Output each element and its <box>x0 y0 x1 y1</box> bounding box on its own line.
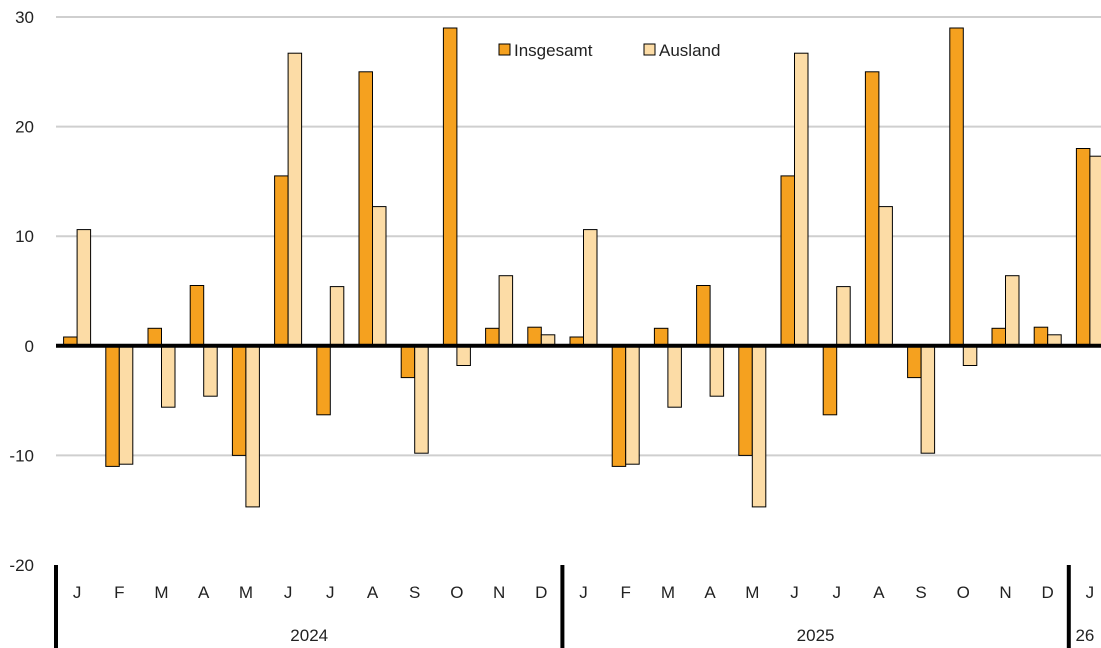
bar-insgesamt <box>907 345 922 379</box>
y-tick-label: -20 <box>9 556 34 575</box>
x-tick-label: J <box>579 583 588 602</box>
x-group-label: 26 <box>1075 626 1094 645</box>
bar-ausland <box>118 345 134 465</box>
y-tick-label: 0 <box>25 337 34 356</box>
bar-ausland <box>667 345 682 408</box>
x-tick-label: N <box>493 583 505 602</box>
bar-insgesamt <box>274 175 289 347</box>
bar-insgesamt <box>1033 326 1049 347</box>
x-tick-label: M <box>661 583 675 602</box>
gridlines <box>56 16 1101 457</box>
bar-ausland <box>1089 155 1101 347</box>
bar-insgesamt <box>147 327 162 347</box>
bar-insgesamt <box>949 27 964 347</box>
bar-insgesamt <box>780 175 795 347</box>
bar-ausland <box>583 229 598 347</box>
x-tick-label: O <box>957 583 970 602</box>
bar-ausland <box>751 345 767 508</box>
x-tick-label: D <box>535 583 547 602</box>
bar-ausland <box>329 286 345 347</box>
x-tick-label: M <box>154 583 168 602</box>
legend-swatch-ausland <box>643 43 656 56</box>
bar-insgesamt <box>485 327 500 347</box>
x-tick-label: D <box>1042 583 1054 602</box>
y-axis-ticks: 30 20 10 0 -10 -20 <box>9 8 34 575</box>
y-tick-label: 30 <box>15 8 34 27</box>
x-tick-label: S <box>915 583 926 602</box>
bar-insgesamt <box>231 345 247 456</box>
x-axis: J F M A M J J A S O N D J F M A M J J A S O N D J 2024 2025 26 <box>54 565 1095 648</box>
x-tick-label: A <box>704 583 716 602</box>
bar-insgesamt <box>653 327 669 347</box>
bar-insgesamt <box>358 71 373 347</box>
bar-insgesamt <box>991 327 1006 347</box>
x-tick-label: J <box>284 583 293 602</box>
bar-insgesamt <box>527 326 542 347</box>
bar-ausland <box>498 275 514 347</box>
bar-ausland <box>76 229 92 347</box>
x-tick-label: A <box>367 583 379 602</box>
y-tick-label: 20 <box>15 118 34 137</box>
x-tick-label: J <box>832 583 841 602</box>
x-group-label: 2025 <box>797 626 835 645</box>
bar-insgesamt <box>738 345 753 456</box>
bar-insgesamt <box>105 345 120 467</box>
x-tick-label: A <box>873 583 885 602</box>
bar-ausland <box>456 345 471 366</box>
x-tick-label: O <box>450 583 463 602</box>
bar-ausland <box>203 345 218 397</box>
legend-label-ausland: Ausland <box>659 41 720 60</box>
bar-insgesamt <box>822 345 838 416</box>
bar-insgesamt <box>316 345 331 416</box>
x-tick-label: N <box>999 583 1011 602</box>
legend: Insgesamt Ausland <box>498 41 720 60</box>
y-tick-label: 10 <box>15 227 34 246</box>
bar-ausland <box>245 345 260 508</box>
bar-ausland <box>709 345 725 397</box>
bar-insgesamt <box>442 27 458 347</box>
x-tick-label: J <box>790 583 799 602</box>
bar-insgesamt <box>1075 148 1091 347</box>
bar-insgesamt <box>400 345 416 379</box>
bar-ausland <box>414 345 429 454</box>
x-tick-label: M <box>745 583 759 602</box>
bar-ausland <box>920 345 936 454</box>
bar-ausland <box>625 345 640 465</box>
bar-ausland <box>287 52 303 347</box>
bar-insgesamt <box>696 285 711 347</box>
bar-ausland <box>836 286 851 347</box>
bar-ausland <box>161 345 176 408</box>
bar-insgesamt <box>864 71 880 347</box>
bar-ausland <box>962 345 978 366</box>
bars <box>63 27 1101 508</box>
x-tick-label: J <box>1086 583 1095 602</box>
x-tick-label: F <box>621 583 631 602</box>
bar-insgesamt <box>611 345 627 467</box>
bar-ausland <box>1005 275 1020 347</box>
x-tick-label: S <box>409 583 420 602</box>
x-tick-label: J <box>326 583 335 602</box>
y-tick-label: -10 <box>9 446 34 465</box>
x-tick-label: J <box>73 583 82 602</box>
x-tick-label: A <box>198 583 210 602</box>
x-tick-label: F <box>114 583 124 602</box>
bar-ausland <box>878 206 893 347</box>
bar-ausland <box>794 52 809 347</box>
bar-insgesamt <box>189 285 205 347</box>
bar-ausland <box>372 206 387 347</box>
legend-swatch-insgesamt <box>498 43 511 56</box>
legend-label-insgesamt: Insgesamt <box>514 41 593 60</box>
x-group-label: 2024 <box>290 626 328 645</box>
x-tick-label: M <box>239 583 253 602</box>
